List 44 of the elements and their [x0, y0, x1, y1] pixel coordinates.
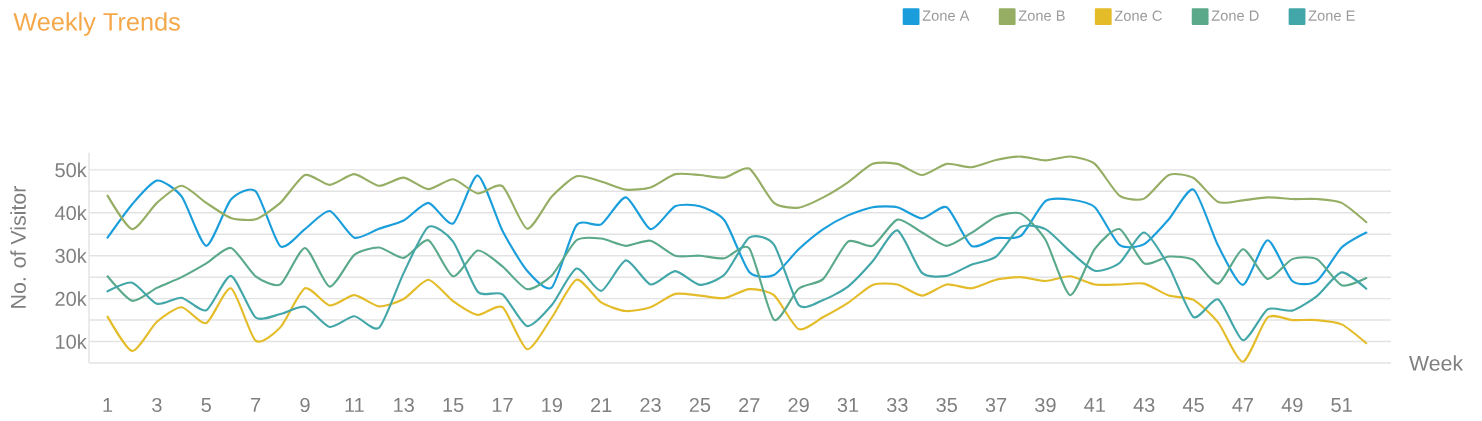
y-tick-label: 30k — [55, 248, 87, 264]
line-series — [106, 225, 1368, 342]
x-tick-label: 43 — [1133, 397, 1155, 413]
x-tick-label: 7 — [251, 398, 261, 412]
line-series — [106, 174, 1368, 289]
legend-label: Zone E — [1308, 10, 1355, 21]
x-tick-label: 39 — [1035, 397, 1056, 413]
y-axis-title: No. of Visitor — [10, 186, 26, 308]
x-tick-label: 17 — [492, 398, 513, 412]
x-tick-label: 49 — [1281, 397, 1303, 413]
x-tick-label: 11 — [345, 398, 364, 412]
y-tick-label: 50k — [55, 162, 87, 178]
x-tick-label: 51 — [1331, 398, 1352, 412]
x-tick-label: 19 — [542, 397, 562, 413]
y-tick-label: 40k — [54, 205, 87, 221]
x-axis-title: Week — [1409, 355, 1464, 371]
y-tick-label: 20k — [55, 291, 87, 306]
chart-title: Weekly Trends — [13, 12, 180, 36]
x-tick-label: 45 — [1182, 398, 1204, 412]
line-series — [106, 212, 1368, 321]
line-series — [106, 275, 1368, 363]
x-tick-label: 47 — [1232, 398, 1254, 412]
legend-label: Zone B — [1018, 10, 1065, 21]
y-tick-label: 10k — [56, 334, 87, 349]
x-tick-label: 27 — [739, 398, 760, 412]
x-tick-label: 41 — [1084, 398, 1105, 412]
x-tick-label: 31 — [837, 397, 859, 413]
x-tick-label: 29 — [788, 397, 809, 413]
x-tick-label: 33 — [886, 397, 908, 413]
x-tick-label: 13 — [394, 397, 414, 413]
line-series — [106, 155, 1368, 231]
x-tick-label: 9 — [300, 397, 310, 413]
legend-label: Zone D — [1211, 10, 1259, 21]
legend-label: Zone C — [1114, 10, 1162, 21]
x-tick-label: 15 — [443, 398, 464, 412]
x-tick-label: 23 — [640, 397, 661, 413]
x-tick-label: 5 — [201, 398, 211, 412]
x-tick-label: 25 — [689, 397, 711, 413]
x-tick-label: 35 — [936, 397, 957, 413]
legend-label: Zone A — [922, 10, 970, 21]
x-tick-label: 3 — [152, 397, 162, 413]
x-tick-label: 21 — [591, 398, 612, 412]
x-tick-label: 37 — [985, 397, 1007, 413]
x-tick-label: 1 — [103, 398, 113, 412]
